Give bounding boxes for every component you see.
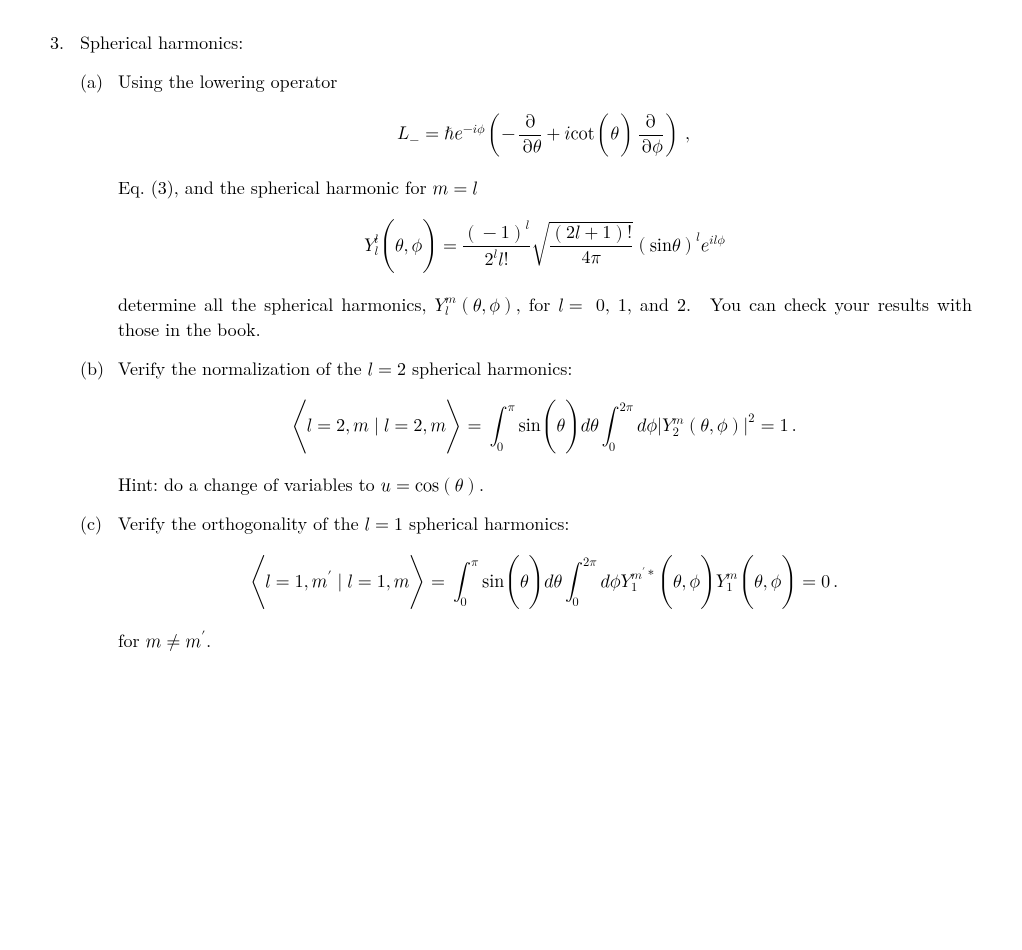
problem-title: Spherical harmonics: (80, 30, 243, 55)
part-a: (a) Using the lowering operator L− = ℏ e… (80, 69, 972, 342)
problem-body: Spherical harmonics: (a) Using the lower… (80, 30, 972, 653)
part-b-label: (b) (80, 356, 110, 497)
equation-lowering-operator: L− = ℏ e−iϕ ⁢ ( − ∂ (118, 112, 972, 157)
part-a-body: Using the lowering operator L− = ℏ e−iϕ … (118, 69, 972, 342)
part-a-after-eq1: Eq. (3), and the spherical harmonic for … (118, 175, 972, 200)
equation-Yll: Yll (θ,ϕ) = (−1)l 2ll! (2l+1)! 4π (118, 219, 972, 274)
part-b-hint: Hint: do a change of variables to u=cos(… (118, 472, 972, 497)
part-b: (b) Verify the normalization of the l=2 … (80, 356, 972, 497)
problem-3: 3. Spherical harmonics: (a) Using the lo… (50, 30, 972, 653)
part-c-closing: for m≠m′. (118, 628, 972, 653)
equation-orthogonality: ⟨l=1,m′ | l=1,m⟩ = ∫0π sin(θ)dθ ∫02π dϕ … (118, 555, 972, 610)
part-c: (c) Verify the orthogonality of the l=1 … (80, 511, 972, 652)
part-a-determine: determine all the spherical harmonics, Y… (118, 292, 972, 342)
part-a-intro: Using the lowering operator (118, 69, 337, 94)
part-b-intro: Verify the normalization of the l=2 sphe… (118, 356, 572, 381)
equation-normalization: ⟨l=2,m | l=2,m⟩ = ∫0π sin(θ)dθ ∫02π dϕ |… (118, 399, 972, 454)
part-c-body: Verify the orthogonality of the l=1 sphe… (118, 511, 972, 652)
part-a-label: (a) (80, 69, 110, 342)
part-b-body: Verify the normalization of the l=2 sphe… (118, 356, 972, 497)
part-c-intro: Verify the orthogonality of the l=1 sphe… (118, 511, 569, 536)
problem-number: 3. (50, 30, 72, 653)
part-c-label: (c) (80, 511, 110, 652)
